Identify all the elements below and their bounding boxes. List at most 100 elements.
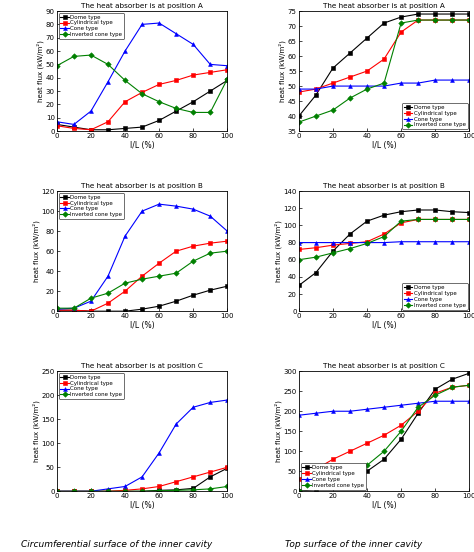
Inverted cone type — [173, 270, 179, 277]
Dome type — [347, 476, 353, 482]
Dome type — [139, 306, 145, 312]
Cone type — [415, 238, 421, 245]
Dome type — [313, 486, 319, 492]
Inverted cone type — [139, 488, 145, 495]
Cone type — [364, 406, 370, 412]
Title: The heat absorber is at position A: The heat absorber is at position A — [323, 3, 445, 9]
Cone type — [139, 208, 145, 214]
Inverted cone type — [225, 248, 230, 254]
Dome type — [208, 88, 213, 94]
Cone type — [330, 408, 336, 415]
Inverted cone type — [381, 80, 387, 87]
Dome type — [225, 283, 230, 289]
Dome type — [432, 386, 438, 392]
Line: Cylindrical type: Cylindrical type — [297, 383, 471, 481]
Cylindrical type — [88, 488, 94, 495]
Dome type — [139, 488, 145, 495]
Cylindrical type — [347, 240, 353, 247]
Y-axis label: heat flux (kW/m²): heat flux (kW/m²) — [32, 400, 40, 462]
Cylindrical type — [208, 469, 213, 475]
Dome type — [449, 376, 455, 383]
Cylindrical type — [122, 487, 128, 493]
Dome type — [88, 308, 94, 315]
Cylindrical type — [122, 288, 128, 295]
Dome type — [466, 10, 472, 17]
Dome type — [381, 20, 387, 26]
Cone type — [449, 238, 455, 245]
Cone type — [156, 201, 162, 208]
Cylindrical type — [364, 68, 370, 75]
Cone type — [313, 239, 319, 246]
Inverted cone type — [313, 113, 319, 119]
Dome type — [449, 209, 455, 215]
Cylindrical type — [191, 72, 196, 78]
Dome type — [347, 50, 353, 56]
Inverted cone type — [71, 53, 77, 60]
Cone type — [105, 78, 111, 85]
Cone type — [432, 238, 438, 245]
X-axis label: l/L (%): l/L (%) — [372, 141, 396, 150]
Cylindrical type — [449, 384, 455, 391]
Line: Inverted cone type: Inverted cone type — [297, 217, 471, 262]
Dome type — [398, 209, 404, 215]
Cylindrical type — [173, 77, 179, 84]
Inverted cone type — [139, 91, 145, 97]
Cylindrical type — [208, 240, 213, 246]
Dome type — [122, 125, 128, 132]
Cylindrical type — [449, 17, 455, 23]
Cylindrical type — [466, 382, 472, 389]
Dome type — [415, 206, 421, 213]
Inverted cone type — [381, 233, 387, 240]
Line: Inverted cone type: Inverted cone type — [55, 485, 229, 493]
Cone type — [225, 228, 230, 235]
Text: Circumferential surface of the inner cavity: Circumferential surface of the inner cav… — [20, 540, 212, 549]
Cylindrical type — [71, 488, 77, 495]
Cone type — [364, 239, 370, 246]
Inverted cone type — [364, 462, 370, 469]
Dome type — [71, 124, 77, 130]
Text: Top surface of the inner cavity: Top surface of the inner cavity — [284, 540, 422, 549]
Cylindrical type — [105, 119, 111, 125]
Cone type — [88, 488, 94, 495]
Inverted cone type — [398, 218, 404, 225]
Cylindrical type — [330, 80, 336, 87]
Dome type — [105, 126, 111, 133]
Cylindrical type — [347, 448, 353, 455]
Cone type — [156, 449, 162, 456]
Inverted cone type — [347, 472, 353, 479]
Cone type — [466, 398, 472, 405]
Cylindrical type — [432, 17, 438, 23]
Cone type — [330, 239, 336, 246]
Inverted cone type — [105, 290, 111, 296]
Line: Cone type: Cone type — [297, 78, 471, 91]
Line: Dome type: Dome type — [297, 12, 471, 118]
Inverted cone type — [347, 245, 353, 252]
Cylindrical type — [432, 390, 438, 396]
Cone type — [156, 20, 162, 26]
Line: Cone type: Cone type — [55, 21, 229, 126]
Inverted cone type — [415, 17, 421, 23]
Dome type — [208, 287, 213, 294]
Title: The heat absorber is at position C: The heat absorber is at position C — [323, 363, 445, 369]
Cone type — [364, 83, 370, 89]
Line: Cylindrical type: Cylindrical type — [55, 465, 229, 493]
Cylindrical type — [313, 86, 319, 92]
Cone type — [71, 305, 77, 311]
Dome type — [105, 488, 111, 495]
Dome type — [330, 248, 336, 254]
Line: Cylindrical type: Cylindrical type — [55, 68, 229, 132]
Cylindrical type — [313, 245, 319, 251]
Inverted cone type — [156, 273, 162, 279]
Cone type — [191, 404, 196, 411]
Dome type — [225, 77, 230, 84]
Cone type — [330, 83, 336, 89]
Dome type — [88, 126, 94, 133]
Line: Dome type: Dome type — [55, 284, 229, 313]
Inverted cone type — [208, 486, 213, 492]
Line: Cone type: Cone type — [297, 240, 471, 245]
Title: The heat absorber is at position B: The heat absorber is at position B — [81, 183, 203, 189]
Legend: Dome type, Cylindrical type, Cone type, Inverted cone type: Dome type, Cylindrical type, Cone type, … — [401, 283, 467, 310]
Cylindrical type — [156, 483, 162, 490]
Dome type — [156, 303, 162, 310]
Cone type — [54, 488, 60, 495]
